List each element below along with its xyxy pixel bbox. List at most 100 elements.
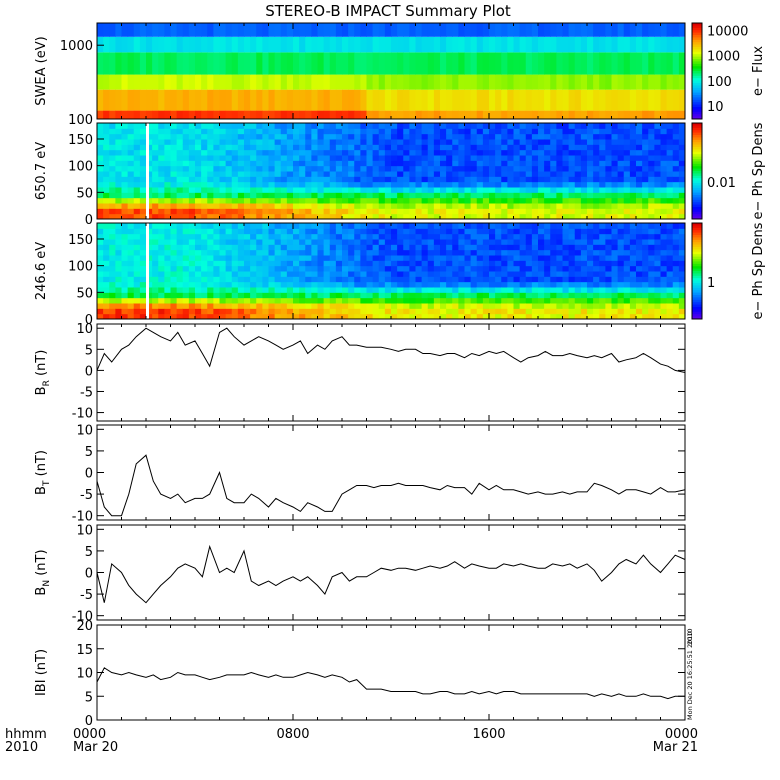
pad650-cell bbox=[299, 144, 306, 151]
pad650-cell bbox=[403, 187, 410, 193]
pad246-cell bbox=[286, 297, 294, 304]
pad246-cell bbox=[250, 255, 257, 261]
pad246-cell bbox=[366, 239, 374, 245]
pad650-cell bbox=[421, 128, 429, 135]
pad246-cell bbox=[329, 271, 337, 277]
pad246-cell bbox=[121, 239, 129, 245]
pad650-cell bbox=[397, 176, 404, 183]
pad650-cell bbox=[262, 176, 269, 183]
pad650-cell bbox=[139, 187, 147, 193]
swea-cell bbox=[182, 36, 190, 53]
pad650-cell bbox=[335, 187, 343, 193]
pad650-cell bbox=[415, 128, 423, 135]
pad650-cell bbox=[188, 165, 196, 172]
pad246-cell bbox=[599, 303, 606, 309]
pad650-cell bbox=[587, 192, 594, 199]
pad650-cell bbox=[360, 176, 367, 183]
swea-cell bbox=[182, 110, 190, 119]
pad650-cell bbox=[672, 197, 680, 204]
swea-cell bbox=[464, 74, 472, 90]
pad246-cell bbox=[109, 271, 116, 277]
pad650-cell bbox=[458, 208, 465, 215]
swea-colorbar-cell bbox=[692, 66, 702, 70]
pad246-cell bbox=[440, 287, 447, 293]
pad650-cell bbox=[391, 160, 398, 167]
pad246-cell bbox=[182, 297, 190, 304]
pad246-cell bbox=[127, 281, 135, 288]
pad650-cell bbox=[250, 160, 257, 167]
pad650-cell bbox=[593, 187, 600, 193]
pad650-cell bbox=[525, 171, 533, 177]
swea-cell bbox=[409, 89, 416, 111]
pad246-cell bbox=[293, 281, 300, 288]
pad650-cell bbox=[397, 197, 404, 204]
swea-cell bbox=[489, 23, 496, 37]
pad650-cell bbox=[335, 149, 343, 156]
pad650-cell bbox=[121, 197, 129, 204]
pad246-cell bbox=[188, 276, 196, 283]
pad246-cell bbox=[195, 287, 202, 293]
pad650-cell bbox=[660, 165, 668, 172]
pad246-cell bbox=[440, 281, 447, 288]
pad246-cell bbox=[354, 308, 361, 315]
pad650-cell bbox=[495, 187, 502, 193]
pad246-cell bbox=[378, 255, 386, 261]
pad650-cell bbox=[262, 171, 269, 177]
pad650-cell bbox=[317, 187, 325, 193]
pad246-cell bbox=[440, 292, 447, 299]
pad650-cell bbox=[109, 203, 116, 209]
pad650-cell bbox=[170, 155, 178, 161]
pad650-cell bbox=[574, 149, 582, 156]
pad246-cell bbox=[384, 292, 392, 299]
pad650-colorbar-cell bbox=[692, 180, 702, 184]
pad246-cell bbox=[231, 271, 239, 277]
swea-cell bbox=[568, 89, 576, 111]
pad650-cell bbox=[495, 165, 502, 172]
pad650-cell bbox=[501, 213, 508, 220]
pad246-cell bbox=[164, 313, 171, 320]
pad650-cell bbox=[415, 144, 423, 151]
pad246-cell bbox=[329, 249, 337, 256]
pad246-cell bbox=[109, 292, 116, 299]
pad650-cell bbox=[164, 181, 171, 188]
pad650-cell bbox=[188, 176, 196, 183]
pad246-cell bbox=[403, 228, 410, 235]
pad246-cell bbox=[372, 292, 380, 299]
pad650-cell bbox=[384, 144, 392, 151]
swea-cell bbox=[378, 23, 386, 37]
pad650-cell bbox=[421, 149, 429, 156]
pad650-cell bbox=[476, 123, 484, 129]
pad246-cell bbox=[311, 308, 318, 315]
pad246-cell bbox=[611, 276, 619, 283]
pad246-cell bbox=[501, 223, 508, 229]
pad650-cell bbox=[629, 187, 637, 193]
pad246-cell bbox=[195, 308, 202, 315]
pad246-cell bbox=[587, 244, 594, 251]
br-series-line bbox=[96, 327, 686, 373]
pad246-cell bbox=[403, 281, 410, 288]
pad246-colorbar-cell bbox=[692, 225, 702, 229]
pad650-cell bbox=[629, 160, 637, 167]
pad650-cell bbox=[525, 128, 533, 135]
pad650-cell bbox=[452, 187, 459, 193]
pad246-cell bbox=[250, 233, 257, 240]
swea-cell bbox=[262, 74, 269, 90]
pad650-cell bbox=[256, 123, 263, 129]
swea-cell bbox=[109, 110, 116, 119]
pad650-cell bbox=[587, 133, 594, 140]
pad650-cell bbox=[329, 133, 337, 140]
pad650-cell bbox=[299, 133, 306, 140]
pad650-cell bbox=[482, 128, 490, 135]
pad246-cell bbox=[305, 281, 312, 288]
swea-cell bbox=[611, 36, 619, 53]
swea-cell bbox=[452, 23, 459, 37]
pad246-cell bbox=[311, 260, 318, 267]
pad650-cell bbox=[225, 192, 233, 199]
pad650-cell bbox=[525, 176, 533, 183]
pad650-cell bbox=[139, 197, 147, 204]
pad650-cell bbox=[348, 123, 355, 129]
swea-cell bbox=[97, 89, 104, 111]
pad246-cell bbox=[648, 292, 655, 299]
swea-cell bbox=[458, 36, 465, 53]
